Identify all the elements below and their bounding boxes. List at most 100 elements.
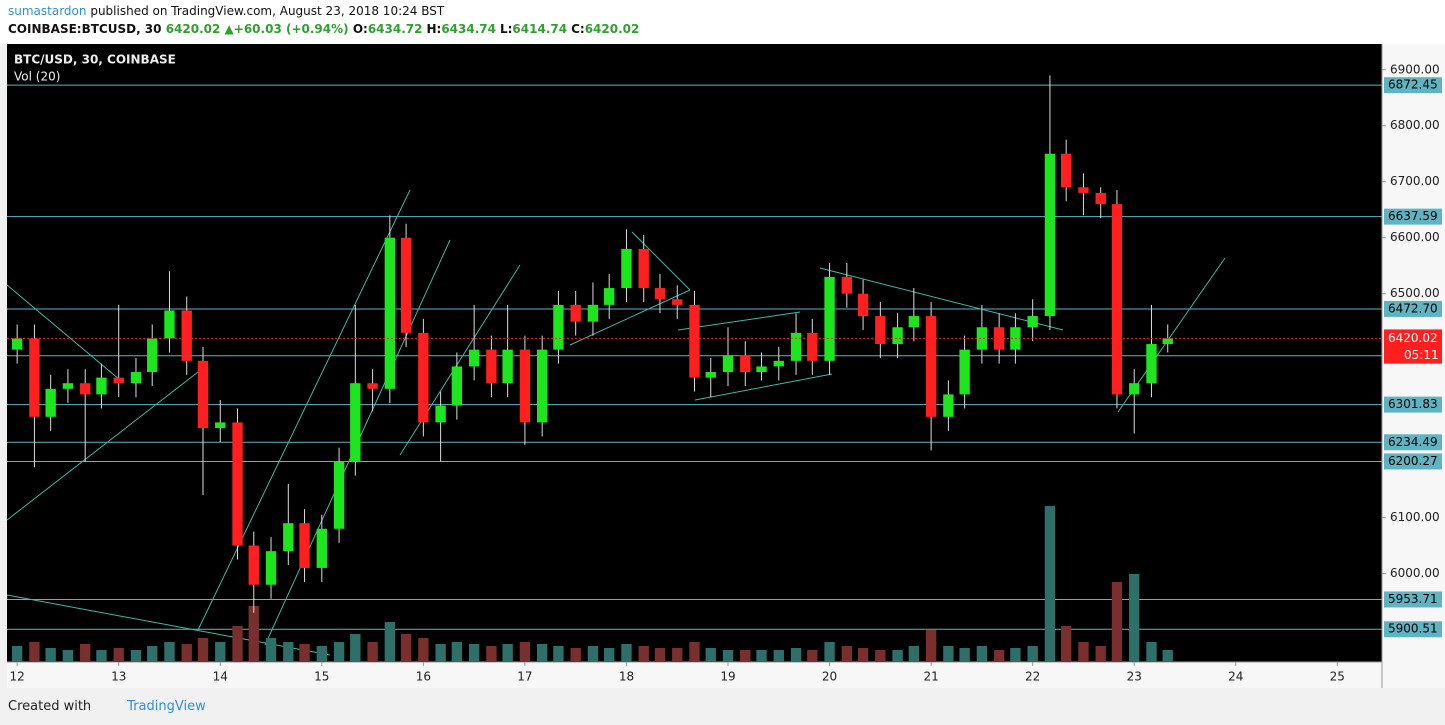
ohlc-value: 6434.72 <box>367 22 423 36</box>
price-tag <box>1384 329 1442 364</box>
candle-body <box>435 405 446 423</box>
trend-line <box>6 371 199 521</box>
candle-body <box>604 288 615 305</box>
volume-bar <box>333 642 345 662</box>
candle-body <box>96 377 107 395</box>
volume-bar <box>468 644 480 662</box>
candle-body <box>215 422 226 429</box>
trend-line <box>694 373 833 401</box>
trend-line <box>197 189 411 631</box>
volume-bar <box>502 644 513 662</box>
volume-bar <box>672 648 683 662</box>
x-tick-label: 22 <box>1025 670 1040 684</box>
volume-bar <box>130 650 142 662</box>
level-label: 6637.59 <box>1388 209 1438 223</box>
volume-bar <box>435 644 446 662</box>
volume-bar <box>857 648 869 662</box>
trend-line <box>631 231 691 291</box>
candle-body <box>1044 153 1056 317</box>
candle-body <box>976 327 988 350</box>
candle-body <box>502 349 513 384</box>
candle-body <box>248 545 259 585</box>
x-tick-label: 18 <box>619 670 634 684</box>
volume-bar <box>486 646 497 662</box>
x-tick-label: 12 <box>10 670 25 684</box>
volume-bar <box>350 634 361 662</box>
y-tick-label: 6700.00 <box>1390 174 1440 188</box>
volume-bar <box>1146 642 1157 662</box>
candle-body <box>130 372 142 384</box>
author[interactable]: sumastardon <box>8 4 87 18</box>
ohlc-label: O: <box>352 22 368 36</box>
volume-bar <box>553 646 564 662</box>
candle-body <box>232 422 243 546</box>
candle-body <box>316 528 327 568</box>
volume-bar <box>164 642 175 662</box>
candle-body <box>45 388 56 417</box>
candle-body <box>418 332 429 423</box>
candle-body <box>62 383 74 389</box>
candle-body <box>689 304 700 378</box>
candle-body <box>1146 344 1157 384</box>
volume-bar <box>587 646 599 662</box>
volume-bar <box>1027 646 1038 662</box>
x-tick-label: 23 <box>1127 670 1142 684</box>
candle-body <box>925 316 937 417</box>
ohlc-label: L: <box>499 22 513 36</box>
brand[interactable]: TradingView <box>127 699 206 714</box>
candle-body <box>824 276 835 361</box>
candle-body <box>536 349 548 423</box>
x-tick-label: 21 <box>923 670 938 684</box>
x-tick-label: 16 <box>416 670 431 684</box>
candle-body <box>486 349 497 384</box>
candle-body <box>265 551 277 585</box>
y-tick-label: 6900.00 <box>1390 62 1440 76</box>
volume-bar <box>1129 574 1140 662</box>
candle-body <box>350 383 361 462</box>
candle-body <box>80 383 91 395</box>
candle-body <box>468 349 480 367</box>
y-tick-label: 6600.00 <box>1390 230 1440 244</box>
volume-bar <box>45 648 56 662</box>
volume-bar <box>316 646 327 662</box>
candle-body <box>181 310 192 361</box>
volume-bar <box>773 650 784 662</box>
candle-body <box>283 523 294 552</box>
candle-body <box>807 332 818 361</box>
x-tick-label: 17 <box>517 670 532 684</box>
candle-body <box>11 338 23 350</box>
volume-bar <box>451 642 463 662</box>
candle-body <box>164 310 175 339</box>
volume-bar <box>740 650 751 662</box>
volume-bar <box>621 644 632 662</box>
volume-bar <box>976 646 988 662</box>
y-tick-label: 6500.00 <box>1390 286 1440 300</box>
candle-body <box>908 316 920 328</box>
candle-body <box>892 327 903 345</box>
volume-bar <box>536 644 548 662</box>
candle-body <box>1111 204 1123 395</box>
volume-bar <box>875 650 886 662</box>
volume-bar <box>1078 642 1089 662</box>
candle-body <box>29 338 40 417</box>
y-tick-label: 6100.00 <box>1390 510 1440 524</box>
volume-bar <box>265 638 277 662</box>
candle-body <box>400 237 412 333</box>
candle-body <box>790 332 802 361</box>
level-label: 5900.51 <box>1388 622 1438 636</box>
volume-bar <box>570 648 581 662</box>
ohlc-value: 6420.02 <box>584 22 640 36</box>
candle-body <box>705 372 716 378</box>
level-label: 6234.49 <box>1388 435 1438 449</box>
volume-bar <box>283 642 294 662</box>
candle-body <box>1060 153 1072 188</box>
candle-body <box>841 276 853 294</box>
symbol: COINBASE:BTCUSD, 30 <box>8 22 162 36</box>
candle-body <box>621 248 632 289</box>
level-tag <box>1384 591 1442 608</box>
last: 6420.02 <box>165 22 221 36</box>
volume-bar <box>959 648 970 662</box>
volume-bar <box>689 642 700 662</box>
volume-bar <box>824 642 835 662</box>
x-tick-label: 24 <box>1228 670 1243 684</box>
